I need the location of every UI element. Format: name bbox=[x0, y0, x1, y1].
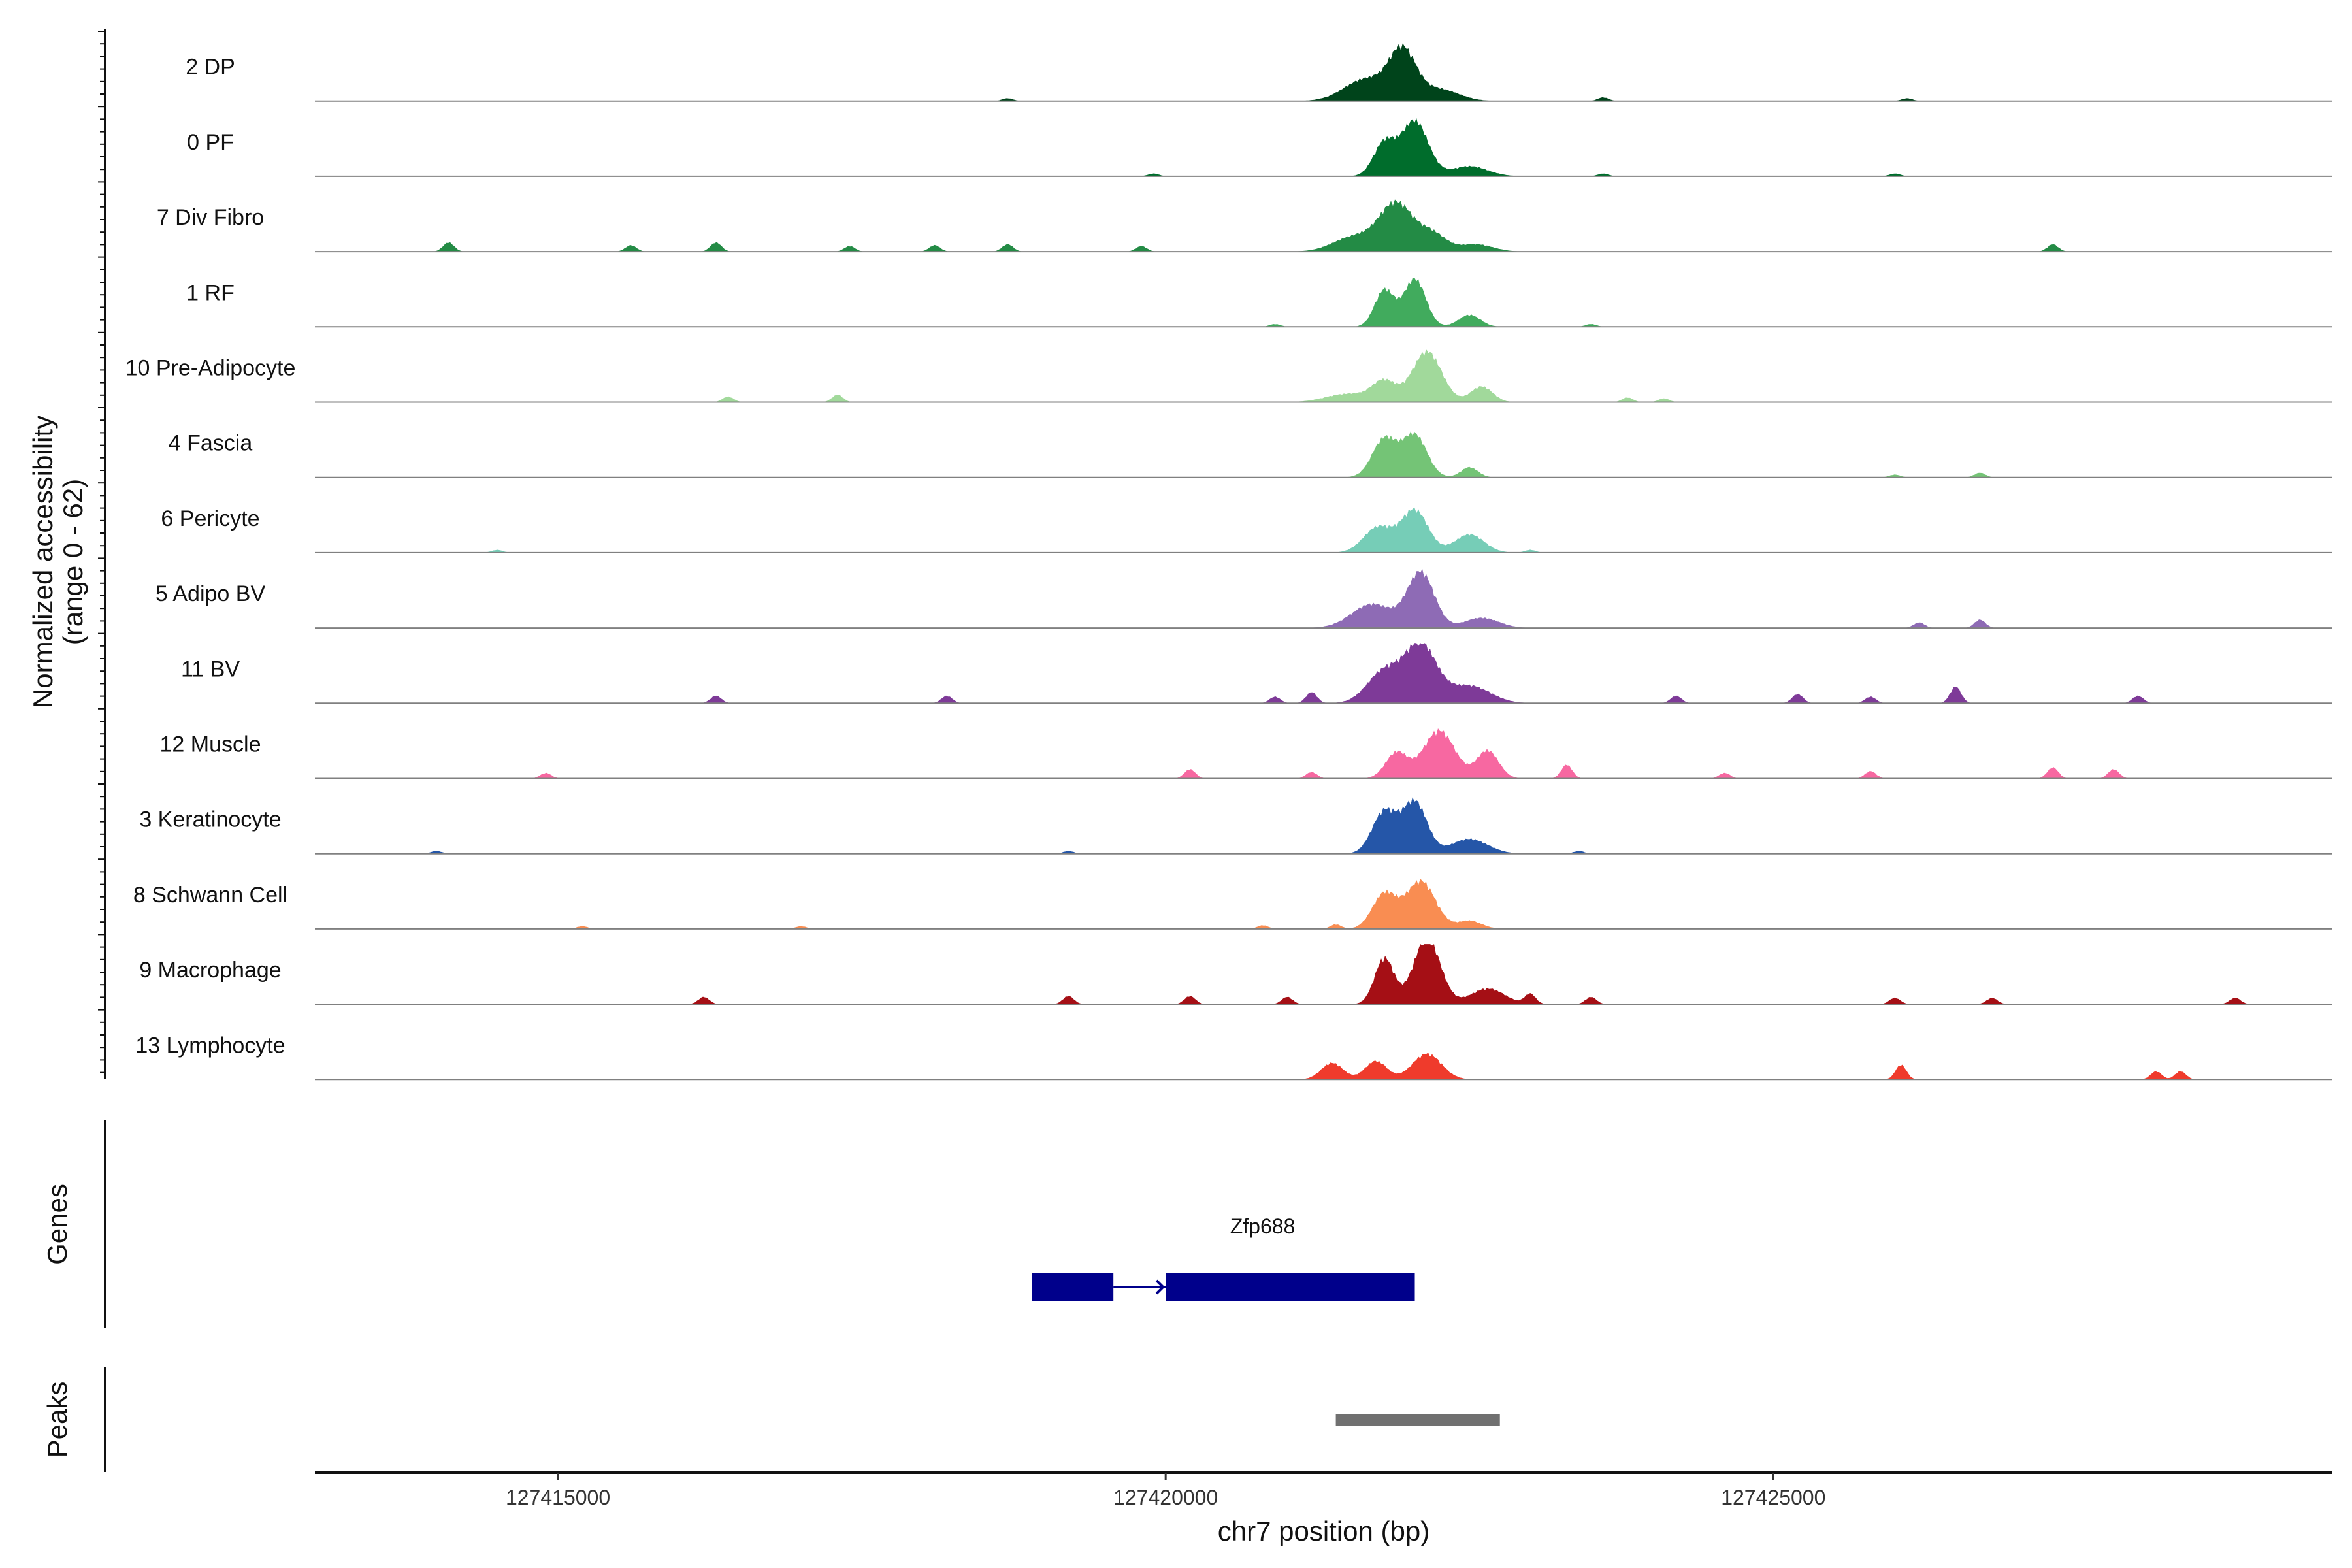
peak-region bbox=[1335, 1414, 1500, 1426]
track-panel: 2 DP 0 PF 7 Div Fibro 1 RF 10 Pre-Adipocyte 4… bbox=[125, 43, 2332, 1081]
track-label-2-dp: 2 DP bbox=[186, 55, 235, 80]
track-label-8-schwann-cell: 8 Schwann Cell bbox=[133, 883, 287, 907]
x-axis: 127415000 127420000 127425000 chr7 positio… bbox=[315, 1471, 2332, 1546]
gene-name-label: Zfp688 bbox=[1230, 1215, 1296, 1238]
y-axis-title-line2: (range 0 - 62) bbox=[57, 479, 88, 645]
coverage-area-1-rf bbox=[315, 278, 2332, 327]
coverage-area-3-keratinocyte bbox=[315, 797, 2332, 854]
gene-strand-arrow bbox=[1155, 1279, 1165, 1295]
track-label-13-lymphocyte: 13 Lymphocyte bbox=[135, 1033, 285, 1058]
coverage-area-10-pre-adipocyte bbox=[315, 349, 2332, 402]
track-label-3-keratinocyte: 3 Keratinocyte bbox=[139, 808, 281, 832]
x-tick-label: 127415000 bbox=[506, 1486, 610, 1509]
coverage-area-8-schwann-cell bbox=[315, 879, 2332, 929]
track-label-0-pf: 0 PF bbox=[187, 130, 234, 155]
track-10-pre-adipocyte: 10 Pre-Adipocyte bbox=[125, 349, 2332, 403]
peaks-panel-title: Peaks bbox=[42, 1382, 73, 1458]
track-label-12-muscle: 12 Muscle bbox=[160, 732, 261, 757]
track-0-pf: 0 PF bbox=[187, 118, 2332, 177]
track-13-lymphocyte: 13 Lymphocyte bbox=[135, 1033, 2332, 1081]
coverage-area-6-pericyte bbox=[315, 507, 2332, 553]
track-9-macrophage: 9 Macrophage bbox=[139, 944, 2332, 1005]
gene-model: Zfp688 bbox=[1032, 1215, 1415, 1301]
track-12-muscle: 12 Muscle bbox=[160, 728, 2332, 779]
y-axis-ticks bbox=[98, 31, 105, 1073]
coverage-area-12-muscle bbox=[315, 728, 2332, 779]
genes-panel-title: Genes bbox=[42, 1184, 73, 1265]
y-axis-title-line1: Normalized accessibility bbox=[27, 416, 58, 708]
peaks-panel: Peaks bbox=[42, 1367, 1500, 1472]
coverage-area-5-adipo-bv bbox=[315, 568, 2332, 629]
coverage-area-11-bv bbox=[315, 643, 2332, 704]
track-label-6-pericyte: 6 Pericyte bbox=[161, 506, 259, 531]
x-tick-label: 127425000 bbox=[1721, 1486, 1825, 1509]
track-7-div-fibro: 7 Div Fibro bbox=[157, 199, 2332, 253]
track-label-5-adipo-bv: 5 Adipo BV bbox=[155, 581, 266, 606]
coverage-area-13-lymphocyte bbox=[315, 1053, 2332, 1080]
gene-exon-2 bbox=[1166, 1273, 1415, 1301]
coverage-area-4-fascia bbox=[315, 431, 2332, 478]
genes-panel: Genes Zfp688 bbox=[42, 1120, 1415, 1328]
track-label-1-rf: 1 RF bbox=[186, 280, 235, 305]
track-11-bv: 11 BV bbox=[181, 643, 2332, 704]
track-label-4-fascia: 4 Fascia bbox=[169, 431, 253, 456]
gene-exon-1 bbox=[1032, 1273, 1114, 1301]
coverage-tracks: 2 DP 0 PF 7 Div Fibro 1 RF 10 Pre-Adipocyte 4… bbox=[125, 43, 2332, 1081]
track-label-7-div-fibro: 7 Div Fibro bbox=[157, 205, 264, 230]
track-3-keratinocyte: 3 Keratinocyte bbox=[139, 797, 2332, 855]
track-label-10-pre-adipocyte: 10 Pre-Adipocyte bbox=[125, 356, 296, 381]
track-8-schwann-cell: 8 Schwann Cell bbox=[133, 879, 2332, 930]
x-axis-ticks: 127415000 127420000 127425000 bbox=[506, 1473, 1825, 1509]
coverage-area-2-dp bbox=[315, 43, 2332, 101]
track-4-fascia: 4 Fascia bbox=[169, 431, 2332, 478]
coverage-area-0-pf bbox=[315, 118, 2332, 176]
track-5-adipo-bv: 5 Adipo BV bbox=[155, 568, 2332, 629]
track-6-pericyte: 6 Pericyte bbox=[161, 506, 2332, 553]
x-tick-label: 127420000 bbox=[1113, 1486, 1218, 1509]
coverage-area-9-macrophage bbox=[315, 944, 2332, 1005]
track-2-dp: 2 DP bbox=[186, 43, 2332, 102]
track-1-rf: 1 RF bbox=[186, 278, 2332, 328]
coverage-area-7-div-fibro bbox=[315, 199, 2332, 252]
track-label-9-macrophage: 9 Macrophage bbox=[139, 958, 281, 983]
x-axis-title: chr7 position (bp) bbox=[1218, 1516, 1430, 1546]
track-label-11-bv: 11 BV bbox=[181, 657, 240, 681]
